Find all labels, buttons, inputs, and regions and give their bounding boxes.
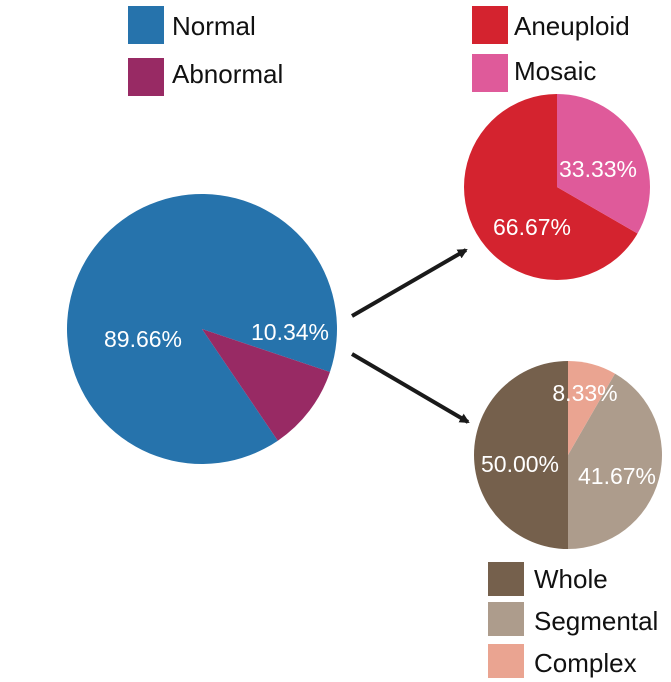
legend-label-whole: Whole	[534, 564, 608, 594]
slice-normal	[66, 194, 337, 465]
legend-label-normal: Normal	[172, 11, 256, 41]
legend-abnormal-type: Aneuploid Mosaic	[472, 6, 630, 92]
slice-label-normal: 89.66%	[104, 326, 182, 352]
slice-label-segmental: 41.67%	[578, 463, 656, 489]
legend-swatch-mosaic	[472, 54, 508, 92]
pie-normal-vs-abnormal: 89.66% 10.34%	[66, 194, 337, 465]
legend-swatch-segmental	[488, 602, 524, 636]
legend-label-mosaic: Mosaic	[514, 56, 596, 86]
arrow-to-abnormal-breakdown	[350, 248, 468, 318]
slice-mosaic	[557, 94, 651, 234]
arrow-to-aneuploid-breakdown	[350, 352, 470, 424]
slice-label-mosaic: 33.33%	[559, 156, 637, 182]
slice-segmental	[568, 373, 662, 549]
slice-aneuploid	[464, 94, 638, 280]
legend-label-complex: Complex	[534, 648, 637, 678]
legend-swatch-normal	[128, 6, 164, 44]
slice-whole	[474, 361, 568, 549]
pie-aneuploid-vs-mosaic: 66.67% 33.33%	[464, 94, 651, 280]
slice-label-complex: 8.33%	[552, 380, 617, 406]
legend-label-segmental: Segmental	[534, 606, 658, 636]
slice-abnormal	[202, 329, 330, 441]
pie-whole-segmental-complex: 50.00% 41.67% 8.33%	[474, 361, 662, 549]
legend-label-aneuploid: Aneuploid	[514, 11, 630, 41]
slice-label-abnormal: 10.34%	[251, 319, 329, 345]
legend-swatch-abnormal	[128, 58, 164, 96]
legend-swatch-complex	[488, 644, 524, 678]
slice-label-aneuploid: 66.67%	[493, 214, 571, 240]
legend-swatch-aneuploid	[472, 6, 508, 44]
legend-swatch-whole	[488, 562, 524, 596]
slice-label-whole: 50.00%	[481, 451, 559, 477]
slice-complex	[568, 361, 615, 455]
legend-main: Normal Abnormal	[128, 6, 283, 96]
legend-aneuploid-type: Whole Segmental Complex	[488, 562, 658, 678]
legend-label-abnormal: Abnormal	[172, 59, 283, 89]
